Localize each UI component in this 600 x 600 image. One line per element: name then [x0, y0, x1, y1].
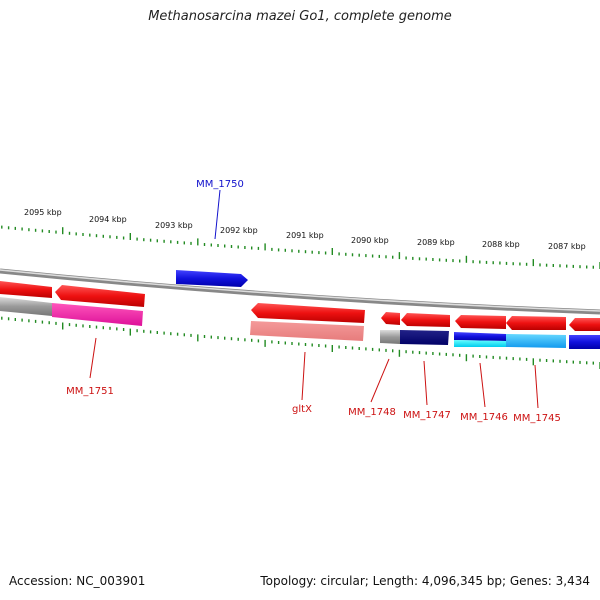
outer-scale-ticks: [1, 225, 600, 269]
map-title: Methanosarcina mazei Go1, complete genom…: [148, 9, 452, 24]
class-bar-blue-2: [569, 335, 600, 349]
gene-reverse-4[interactable]: [401, 313, 450, 327]
label-mm1748[interactable]: MM_1748: [348, 407, 396, 418]
genome-backbone-highlight: [0, 269, 600, 312]
scale-labels: 2095 kbp 2094 kbp 2093 kbp 2092 kbp 2091…: [24, 208, 586, 251]
class-bar-pink: [250, 321, 364, 341]
leader-mm1751: [89, 337, 97, 379]
label-leaders: [89, 189, 539, 409]
gene-reverse-6[interactable]: [506, 316, 566, 330]
label-mm1745[interactable]: MM_1745: [513, 413, 561, 424]
class-bar-gray-2: [380, 330, 400, 344]
class-bar-navy: [400, 330, 449, 345]
tick-label-2090: 2090 kbp: [351, 236, 389, 245]
class-bar-gray-1: [0, 297, 52, 316]
gene-reverse-7[interactable]: [569, 318, 600, 331]
class-bar-sky: [506, 334, 566, 348]
tick-label-2092: 2092 kbp: [220, 226, 258, 235]
gene-reverse-3[interactable]: [381, 312, 400, 325]
accession-value: NC_003901: [76, 574, 146, 588]
class-bar-blue-1: [454, 332, 506, 341]
accession-info: Accession: NC_003901: [9, 574, 145, 588]
label-mm1746[interactable]: MM_1746: [460, 412, 508, 423]
leader-gltx: [301, 351, 306, 401]
gene-mm1750-forward[interactable]: [176, 270, 248, 287]
tick-label-2089: 2089 kbp: [417, 238, 455, 247]
label-mm1750[interactable]: MM_1750: [196, 179, 244, 190]
tick-label-2088: 2088 kbp: [482, 240, 520, 249]
tick-label-2095: 2095 kbp: [24, 208, 62, 217]
tick-label-2091: 2091 kbp: [286, 231, 324, 240]
genome-backbone: [0, 268, 600, 315]
label-gltx[interactable]: gltX: [292, 404, 312, 415]
class-bar-magenta: [52, 303, 143, 326]
genome-summary: Topology: circular; Length: 4,096,345 bp…: [260, 574, 590, 588]
inner-scale-ticks: [1, 316, 600, 369]
label-mm1747[interactable]: MM_1747: [403, 410, 451, 421]
feature-class-bars: [0, 297, 600, 349]
leader-mm1746: [479, 362, 486, 408]
tick-label-2093: 2093 kbp: [155, 221, 193, 230]
accession-label: Accession:: [9, 574, 73, 588]
reverse-genes: [0, 281, 600, 331]
leader-mm1748: [370, 358, 390, 403]
leader-mm1747: [423, 360, 428, 406]
tick-label-2087: 2087 kbp: [548, 242, 586, 251]
class-bar-cyan: [454, 340, 506, 347]
gene-reverse-2[interactable]: [55, 285, 145, 307]
gene-reverse-5[interactable]: [455, 315, 506, 329]
gene-gltX-reverse[interactable]: [251, 303, 365, 323]
leader-mm1750: [214, 189, 221, 240]
gene-reverse-1[interactable]: [0, 281, 52, 298]
tick-label-2094: 2094 kbp: [89, 215, 127, 224]
gene-labels: MM_1750 MM_1751 gltX MM_1748 MM_1747 MM_…: [66, 179, 561, 424]
label-mm1751[interactable]: MM_1751: [66, 386, 114, 397]
leader-mm1745: [534, 364, 539, 409]
